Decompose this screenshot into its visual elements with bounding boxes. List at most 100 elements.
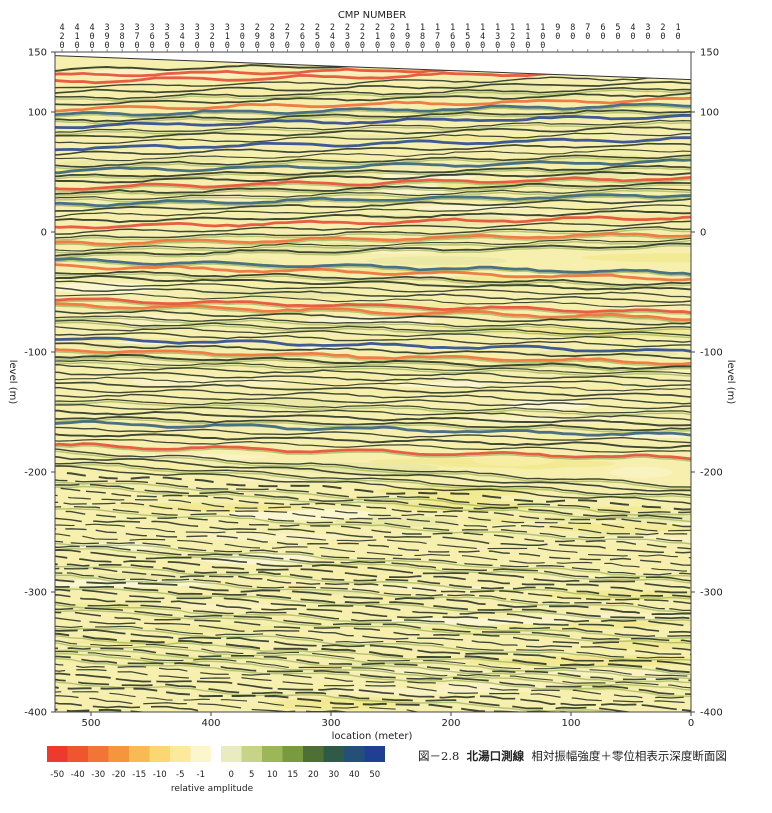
reflector: [55, 325, 691, 343]
amplitude-patch: [187, 533, 349, 541]
y-tick-label: -300: [700, 588, 723, 599]
reflector: [55, 483, 691, 521]
reflector: [55, 672, 691, 712]
reflector: [55, 393, 691, 410]
amplitude-patch: [549, 574, 616, 581]
reflector-halo: [55, 89, 691, 103]
reflector: [55, 309, 691, 326]
colorbar-swatch: [303, 746, 324, 762]
amplitude-patch: [626, 556, 691, 562]
colorbar-tick-label: 0: [229, 770, 234, 780]
figure-caption: 図－2.8 北湯口測線 相対振幅強度＋零位相表示深度断面図: [418, 748, 768, 764]
reflector-halo: [55, 603, 691, 640]
reflector-halo: [55, 642, 691, 680]
reflector-halo: [55, 234, 691, 248]
reflector: [55, 376, 691, 392]
reflector: [55, 678, 634, 712]
amplitude-patch: [306, 316, 436, 325]
reflector: [55, 517, 691, 554]
reflector: [55, 617, 691, 656]
reflector-halo: [55, 272, 691, 289]
reflector: [55, 533, 691, 572]
reflector: [55, 102, 691, 117]
reflector: [55, 109, 691, 123]
reflector: [55, 198, 691, 212]
y-tick-label: -200: [24, 468, 47, 479]
y-axis-left: 150 100 0 -100 -200 -300 -400: [24, 48, 55, 719]
y-tick-label: 150: [700, 48, 719, 59]
reflector: [55, 545, 691, 582]
figure-number: 図－2.8: [418, 749, 460, 763]
reflector: [55, 342, 691, 360]
reflector: [55, 359, 691, 375]
reflector: [55, 647, 691, 682]
reflector-halo: [55, 588, 691, 622]
colorbar-swatch: [241, 746, 262, 762]
y-axis-label-right: level (m): [725, 360, 736, 405]
amplitude-colorbar: -50 -40 -30 -20 -15 -10 -5 -1 0 5 10 15 20 30 40 50: [47, 746, 385, 780]
reflector: [55, 461, 691, 497]
reflector: [55, 92, 691, 106]
amplitude-patch: [505, 399, 592, 411]
reflector: [55, 336, 691, 353]
amplitude-patch: [582, 253, 691, 263]
colorbar-tick-label: -10: [153, 770, 167, 780]
y-axis-right: 150 100 0 -100 -200 -300 -400: [691, 48, 723, 719]
reflector-halo: [55, 356, 691, 372]
y-tick-label: -400: [24, 708, 47, 719]
y-axis-label-left: level (m): [7, 360, 18, 405]
reflector: [55, 528, 691, 566]
y-tick-label: -300: [24, 588, 47, 599]
colorbar-tick-label: -20: [112, 770, 126, 780]
reflector: [55, 433, 691, 449]
reflector-halo: [55, 196, 691, 209]
reflector: [55, 686, 575, 712]
reflector: [55, 81, 691, 94]
reflector: [55, 242, 691, 257]
reflector-halo: [55, 418, 691, 434]
reflector: [55, 578, 691, 616]
reflector: [55, 655, 691, 696]
reflector: [55, 96, 691, 113]
reflector-halo: [55, 321, 691, 339]
reflector: [55, 315, 691, 331]
reflector: [55, 668, 691, 704]
colorbar-swatch: [262, 746, 283, 762]
reflector: [55, 448, 691, 488]
x-tick-label: 300: [321, 718, 340, 729]
reflector: [55, 625, 691, 659]
colorbar-tick-label: -30: [91, 770, 105, 780]
colorbar-swatch: [221, 746, 242, 762]
amplitude-patch: [472, 454, 556, 466]
reflector-halo: [55, 481, 691, 516]
reflector: [55, 416, 691, 432]
reflector-halo: [55, 485, 691, 523]
reflector-halo: [55, 239, 691, 254]
colorbar-swatch: [88, 746, 109, 762]
reflector-halo: [55, 657, 691, 698]
reflector: [55, 479, 691, 514]
reflector-halo: [55, 105, 691, 119]
reflector: [55, 455, 691, 492]
reflector: [55, 226, 691, 239]
reflector-traces: [55, 57, 691, 712]
y-tick-label: -100: [700, 348, 723, 359]
reflector: [55, 164, 691, 178]
plot-frame: [54, 51, 692, 713]
colorbar-swatch: [323, 746, 344, 762]
colorbar-tick-label: -50: [50, 770, 64, 780]
reflector-halo: [55, 507, 691, 545]
line-name: 北湯口測線: [466, 749, 525, 763]
